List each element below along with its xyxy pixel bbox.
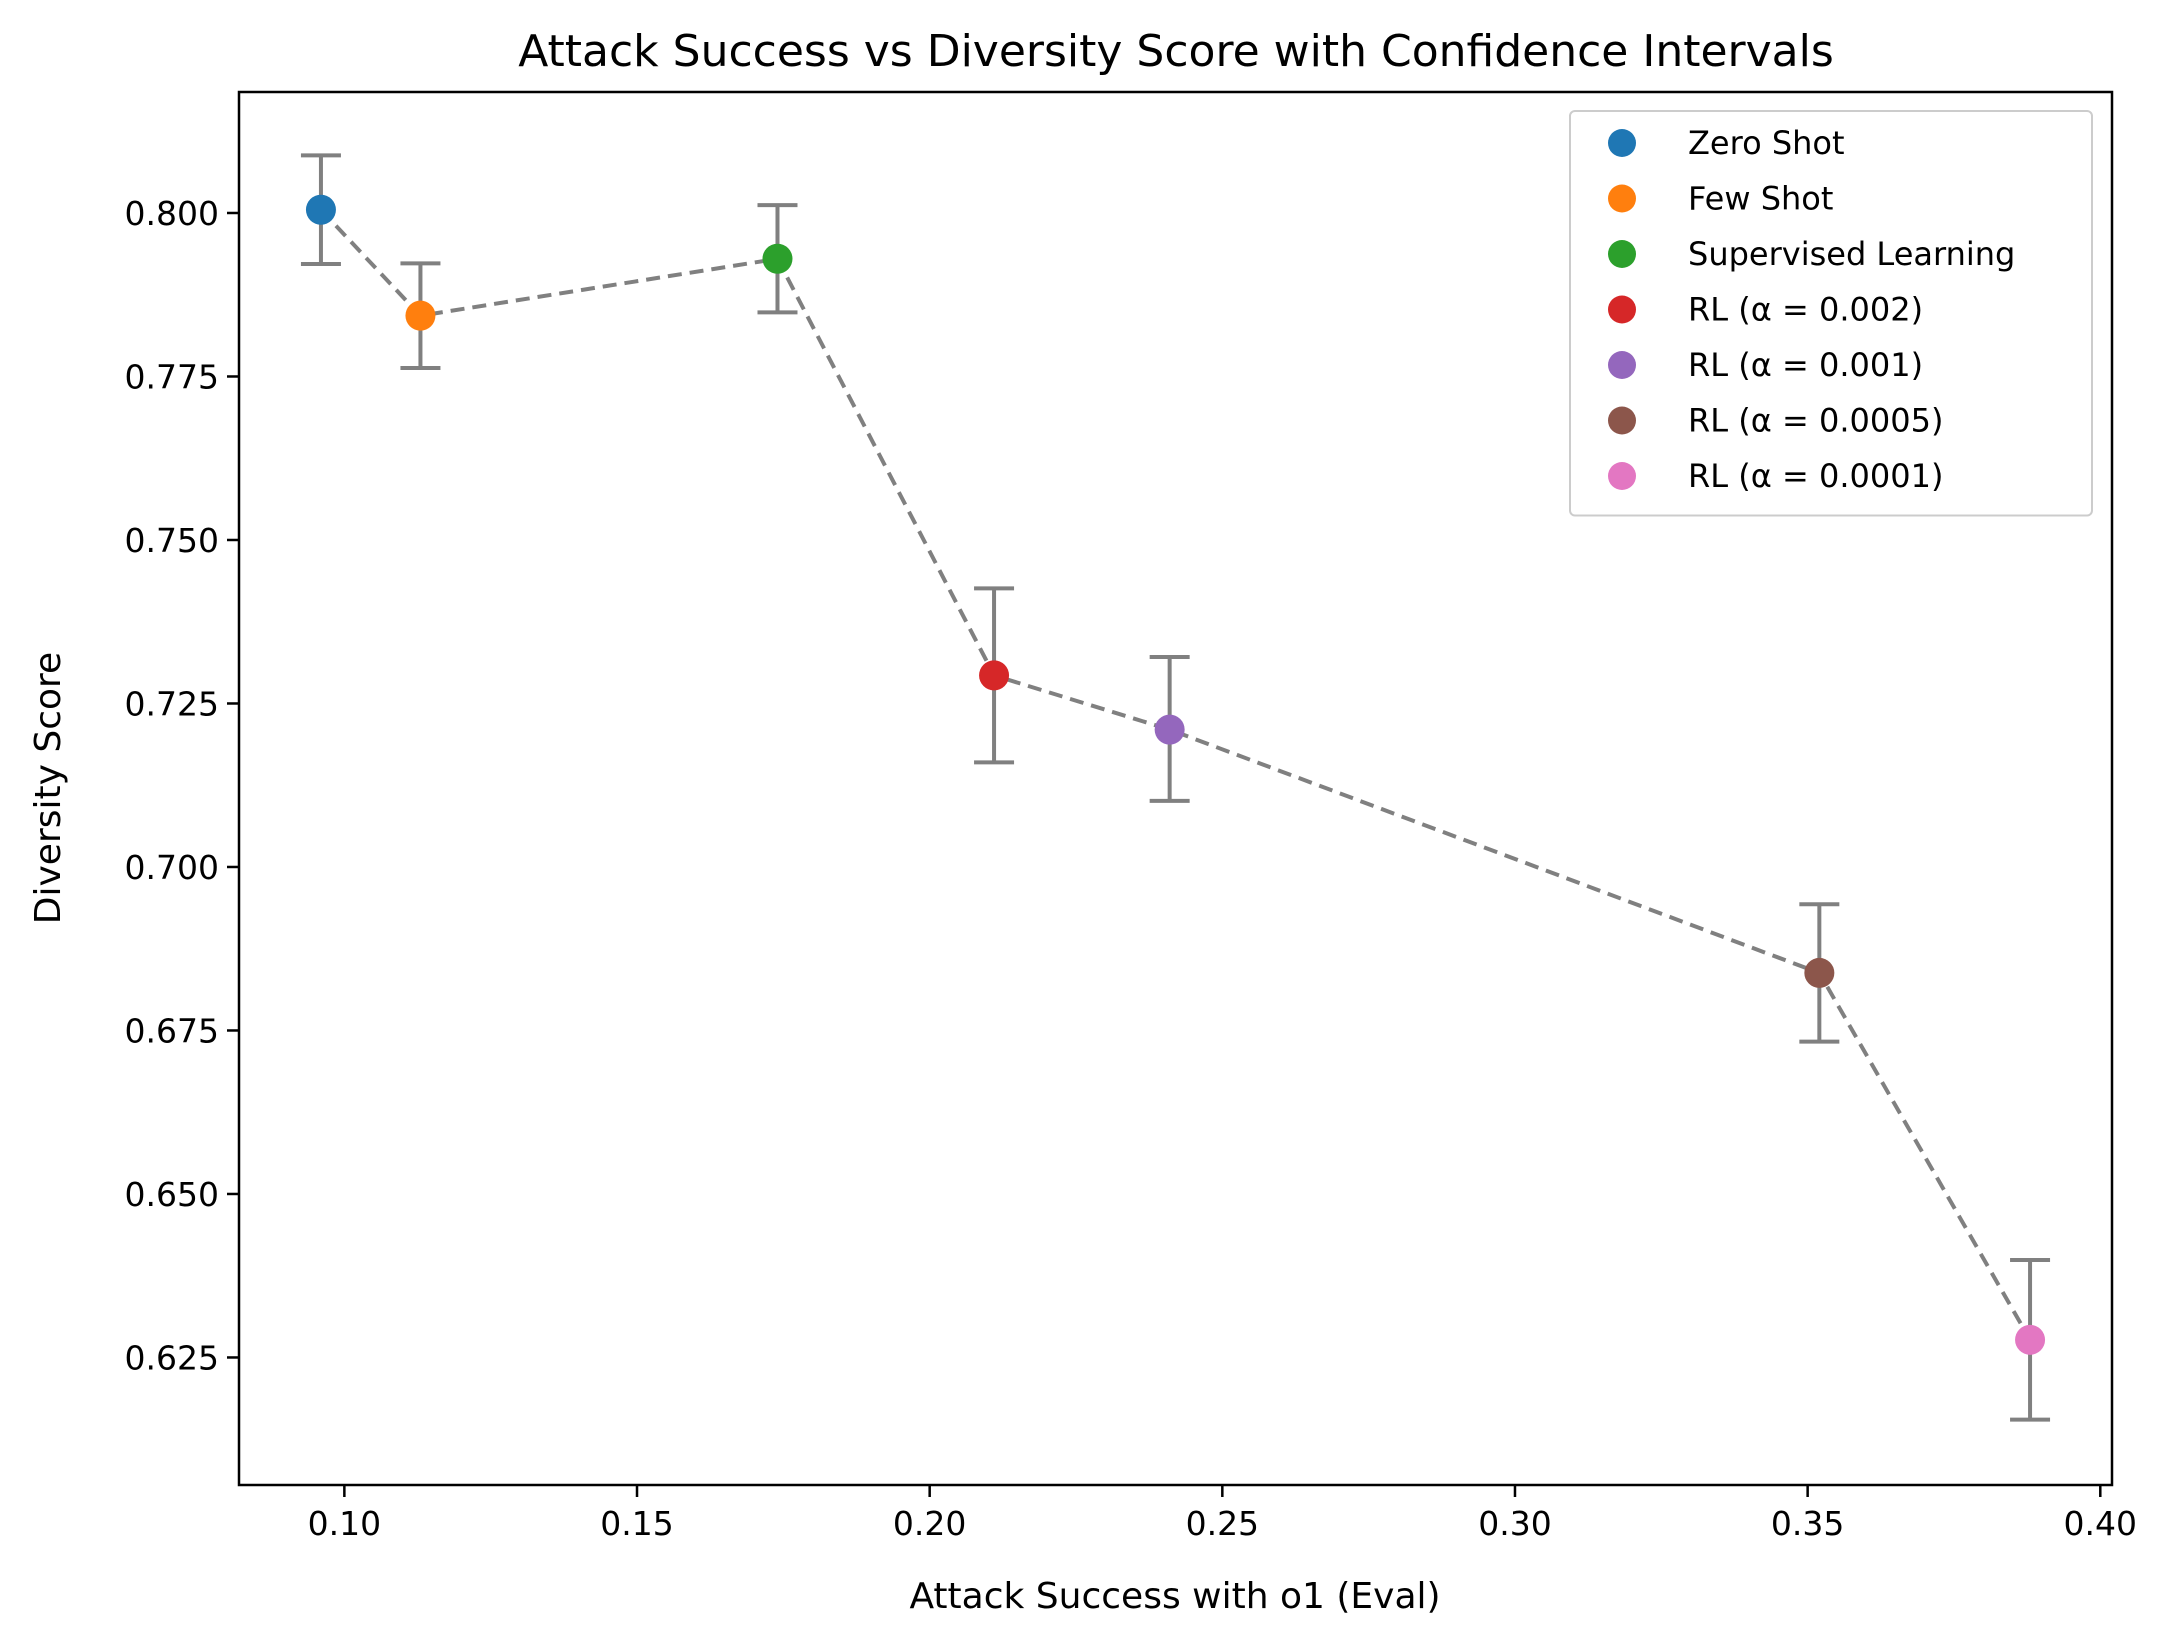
data-point — [1804, 957, 1835, 988]
y-axis-label: Diversity Score — [28, 652, 69, 924]
axis-ticks: 0.10 0.15 0.20 0.25 0.30 0.35 0.40 0.625 0.650 0.… — [125, 194, 2138, 1543]
legend-marker — [1608, 240, 1636, 268]
legend-label: RL (α = 0.0005) — [1688, 402, 1943, 440]
legend-label: RL (α = 0.0001) — [1688, 457, 1943, 495]
y-tick-label: 0.800 — [125, 194, 219, 233]
legend-marker — [1608, 184, 1636, 213]
x-tick-label: 0.20 — [893, 1504, 966, 1543]
y-tick-label: 0.775 — [125, 357, 219, 396]
chart-title: Attack Success vs Diversity Score with C… — [518, 26, 1834, 77]
x-tick-label: 0.35 — [1771, 1504, 1844, 1543]
x-tick-label: 0.40 — [2064, 1504, 2137, 1543]
legend-box — [1569, 110, 2093, 517]
y-tick-label: 0.700 — [125, 848, 219, 887]
plot-area — [300, 153, 2051, 1422]
legend-marker — [1608, 129, 1636, 157]
data-point — [305, 194, 336, 225]
legend-marker — [1608, 351, 1636, 379]
legend-label: RL (α = 0.001) — [1688, 346, 1923, 384]
y-tick-label: 0.625 — [125, 1338, 219, 1377]
data-point — [2015, 1324, 2046, 1355]
legend-label: Few Shot — [1688, 180, 1833, 218]
x-axis-label: Attack Success with o1 (Eval) — [909, 1576, 1440, 1617]
legend-label: RL (α = 0.002) — [1688, 291, 1923, 329]
data-point — [1154, 714, 1185, 745]
y-tick-label: 0.725 — [125, 684, 219, 723]
legend-marker — [1608, 406, 1636, 435]
x-tick-label: 0.10 — [308, 1504, 381, 1543]
legend-marker — [1608, 462, 1636, 490]
y-tick-label: 0.675 — [125, 1011, 219, 1050]
data-point — [979, 660, 1010, 691]
y-tick-label: 0.750 — [125, 521, 219, 560]
legend: Zero Shot Few Shot Supervised Learning RL (… — [1569, 110, 2093, 517]
legend-marker — [1608, 295, 1636, 324]
y-tick-label: 0.650 — [125, 1175, 219, 1214]
data-point — [762, 243, 793, 274]
data-point — [405, 300, 436, 331]
x-tick-label: 0.30 — [1478, 1504, 1551, 1543]
plot-frame — [237, 90, 2114, 1487]
x-tick-label: 0.15 — [600, 1504, 673, 1543]
legend-label: Supervised Learning — [1688, 235, 2015, 273]
legend-label: Zero Shot — [1688, 124, 1845, 162]
x-tick-label: 0.25 — [1186, 1504, 1259, 1543]
